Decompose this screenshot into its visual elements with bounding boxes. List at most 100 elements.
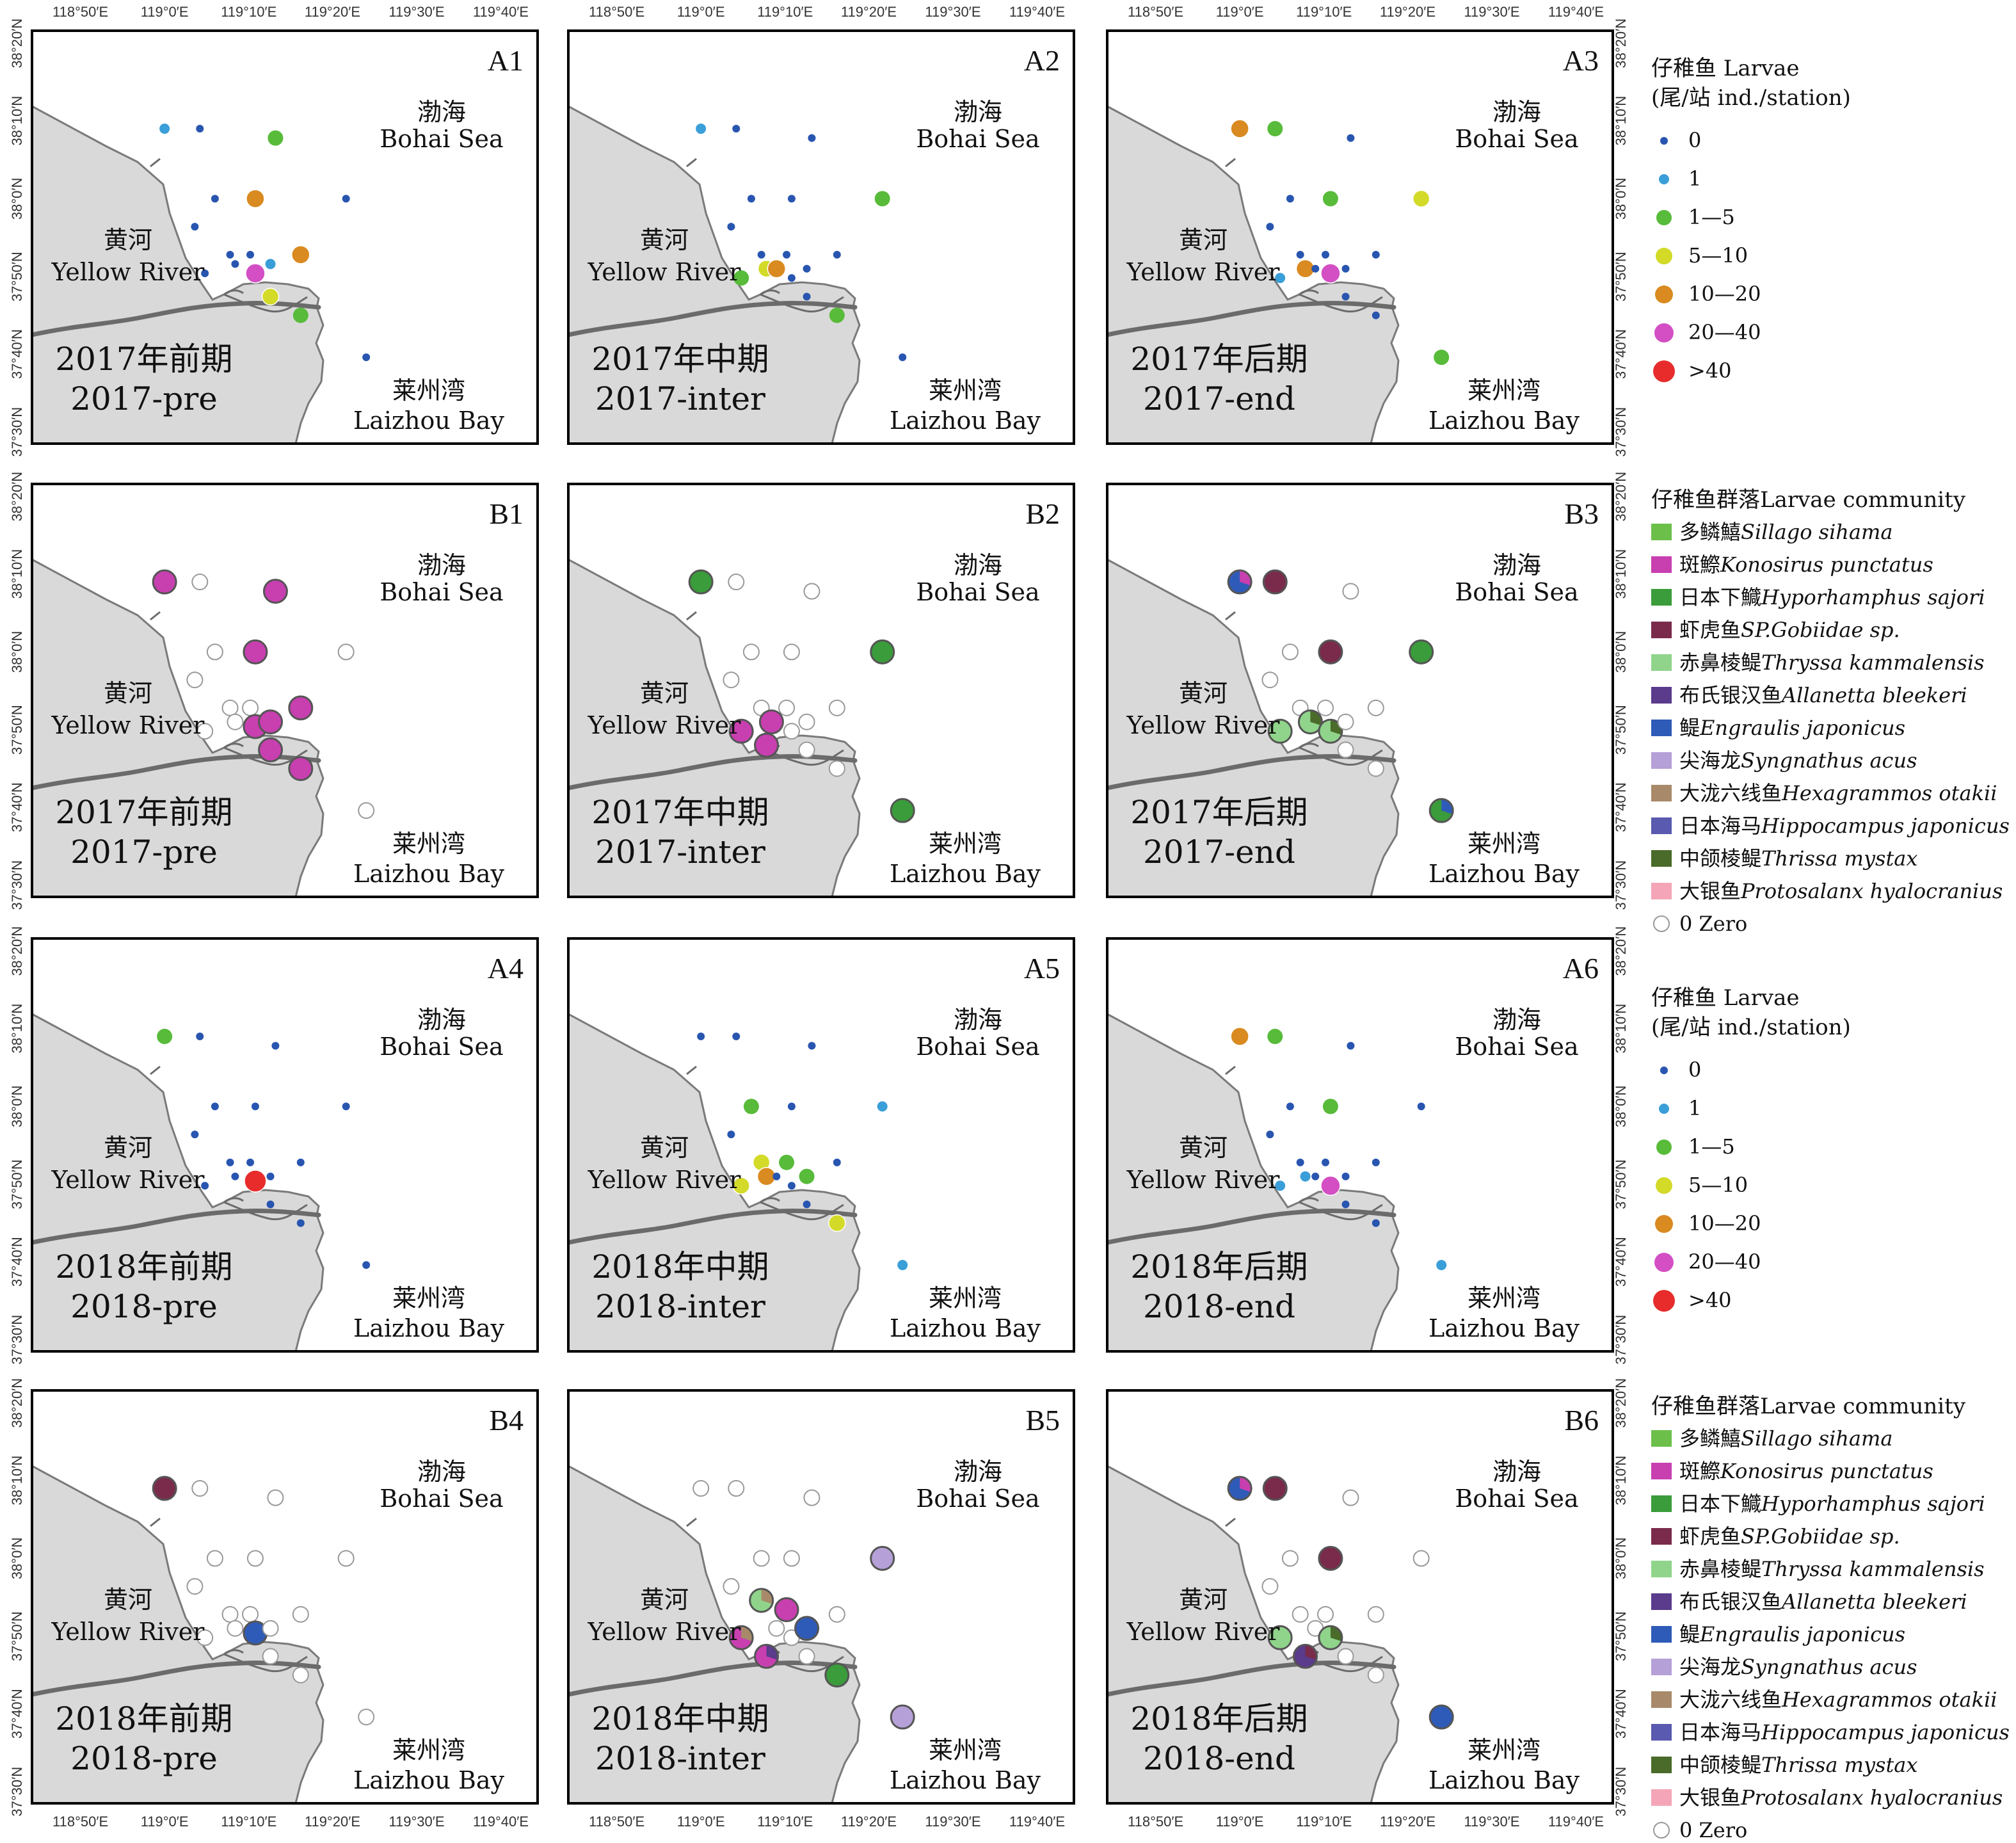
species-latin-name: Protosalanx hyalocranius (1740, 879, 2003, 903)
station-zero-circle (1261, 672, 1279, 689)
station-pie (870, 639, 895, 664)
legend-species-swatch (1651, 687, 1672, 704)
coast-jetty (686, 1065, 697, 1075)
longitude-tick-label: 119°30′E (388, 1814, 444, 1830)
station-zero-circle (728, 1480, 745, 1497)
station-zero-circle (1342, 583, 1359, 600)
station-pie (288, 695, 314, 721)
station-zero-circle (242, 1606, 259, 1623)
period-label-en: 2017-end (1143, 380, 1295, 417)
station-point (246, 189, 265, 209)
pie-outline (1318, 1625, 1343, 1650)
yellow-river-label-en: Yellow River (51, 1166, 205, 1194)
longitude-tick-label: 119°20′E (305, 4, 360, 20)
period-label-en: 2018-pre (70, 1740, 218, 1777)
legend-species-swatch (1651, 1561, 1672, 1577)
panel-content (1107, 558, 1454, 897)
latitude-tick-label: 38°20′N (1613, 1378, 1629, 1428)
station-point (899, 353, 907, 362)
coastline-land (32, 1465, 324, 1803)
longitude-tick-label: 119°30′E (1464, 1814, 1519, 1830)
period-label-en: 2017-inter (595, 833, 765, 871)
latitude-tick-label: 37°50′N (9, 705, 25, 755)
yellow-river-channel (568, 1208, 858, 1245)
station-point (747, 195, 755, 203)
laizhou-bay-label-en: Laizhou Bay (890, 860, 1041, 888)
laizhou-bay-label-en: Laizhou Bay (890, 1314, 1041, 1342)
station-point (697, 1033, 705, 1041)
latitude-tick-label: 38°20′N (1613, 472, 1629, 522)
panel-content (1107, 1013, 1447, 1351)
yellow-river-branch (760, 293, 844, 313)
laizhou-bay-label-cn: 莱州湾 (929, 1284, 1002, 1312)
period-label-cn: 2017年后期 (1130, 341, 1308, 378)
legend-species-swatch (1651, 785, 1672, 801)
station-zero-circle (1412, 1550, 1430, 1567)
station-point (362, 353, 371, 362)
station-zero-circle (196, 1629, 214, 1646)
laizhou-bay-label-en: Laizhou Bay (1428, 860, 1580, 888)
station-zero-circle (191, 1480, 209, 1497)
longitude-tick-label: 119°20′E (1380, 4, 1436, 20)
coastline-land (1107, 558, 1400, 897)
legend-species-label: 布氏银汉鱼Allanetta bleekeri (1679, 683, 1967, 707)
legend-species-swatch (1651, 850, 1672, 867)
station-point (1372, 1158, 1380, 1166)
species-cn-name: 日本海马 (1679, 814, 1761, 838)
station-point (245, 263, 266, 284)
legend-species-label: 多鳞鱚Sillago sihama (1679, 520, 1892, 544)
station-zero-circle (1281, 1550, 1299, 1567)
station-pie (774, 1597, 799, 1623)
panel-label: B5 (1025, 1404, 1060, 1437)
yellow-river-mouth (760, 1197, 780, 1203)
station-point (787, 195, 796, 203)
longitude-tick-label: 119°20′E (841, 1814, 897, 1830)
station-pie (890, 1704, 915, 1730)
laizhou-bay-label-en: Laizhou Bay (353, 406, 505, 435)
station-zero-circle (227, 713, 244, 730)
period-label-en: 2018-end (1143, 1288, 1295, 1325)
community-legend-1: 仔稚鱼群落Larvae community 多鳞鱚Sillago sihama 斑鰶… (1651, 487, 2010, 936)
legend-swatch (1654, 1253, 1674, 1272)
latitude-tick-label: 37°30′N (1613, 860, 1629, 910)
panel-content (1107, 1465, 1454, 1803)
longitude-tick-label: 119°10′E (757, 4, 813, 20)
yellow-river-label-en: Yellow River (51, 258, 205, 286)
station-zero-circle (1317, 1606, 1334, 1623)
station-point (196, 1033, 204, 1041)
legend-species-swatch (1651, 1659, 1672, 1675)
panel-label: A1 (488, 44, 524, 77)
legend-species-swatch (1651, 622, 1672, 638)
legend-zero-label: 0 Zero (1679, 1818, 1747, 1842)
station-pie (1267, 1625, 1293, 1650)
latitude-tick-label: 38°10′N (9, 549, 25, 599)
legend-swatch (1656, 210, 1672, 225)
station-point (362, 1261, 371, 1269)
station-zero-circle (803, 583, 820, 600)
yellow-river-label-en: Yellow River (1126, 1618, 1281, 1646)
station-point (1412, 189, 1430, 208)
longitude-tick-label: 119°10′E (1296, 4, 1352, 20)
yellow-river-label-cn: 黄河 (640, 226, 689, 254)
station-point (1311, 264, 1320, 273)
species-latin-name: Syngnathus acus (1741, 1655, 1917, 1679)
species-cn-name: 大银鱼 (1679, 879, 1741, 903)
station-pie (754, 732, 780, 758)
latitude-tick-label: 38°20′N (1613, 19, 1629, 68)
period-label-cn: 2018年后期 (1130, 1700, 1308, 1737)
longitude-tick-label: 119°40′E (473, 1814, 529, 1830)
station-point (191, 1131, 199, 1139)
period-label-cn: 2018年中期 (591, 1700, 769, 1737)
species-cn-name: 斑鰶 (1679, 552, 1720, 577)
latitude-tick-label: 38°10′N (1613, 1004, 1629, 1054)
station-pie (1262, 569, 1288, 595)
laizhou-bay-label-cn: 莱州湾 (1468, 1736, 1540, 1764)
yellow-river-channel (568, 753, 858, 791)
legend-class-label: 5—10 (1688, 1173, 1748, 1197)
station-pie (1293, 1643, 1318, 1669)
legend-species-label: 中颌棱鳀Thrissa mystax (1679, 846, 1917, 871)
bohai-sea-label-cn: 渤海 (417, 551, 466, 579)
station-pie (794, 1616, 820, 1641)
